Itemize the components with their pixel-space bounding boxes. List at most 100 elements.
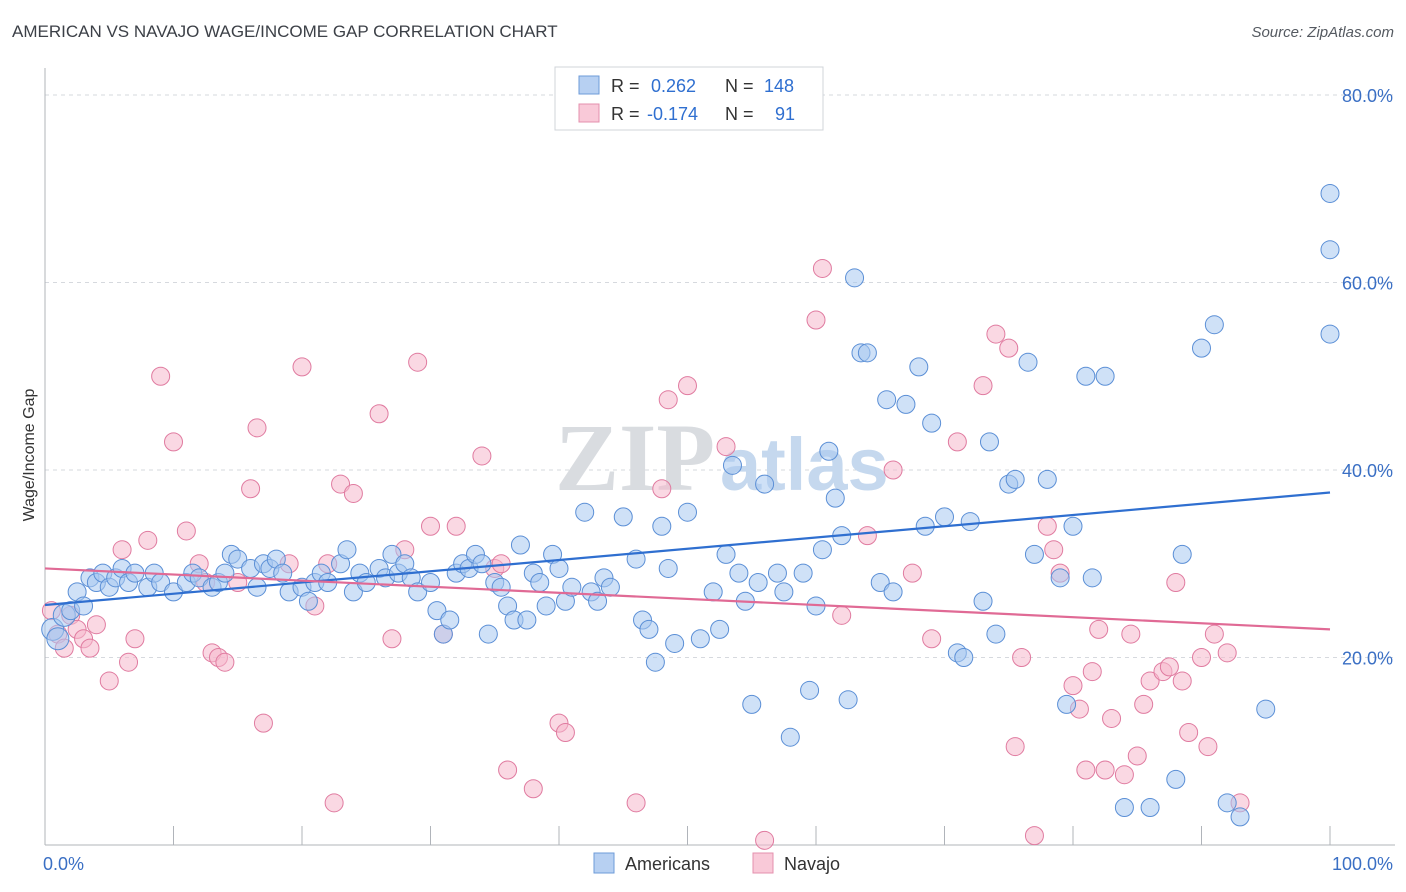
- legend-r-value-2: -0.174: [647, 104, 698, 124]
- americans-point: [755, 474, 775, 494]
- americans-point: [421, 573, 440, 592]
- navajo-point: [369, 404, 389, 424]
- americans-point: [472, 554, 492, 574]
- americans-point: [665, 633, 685, 653]
- navajo-point: [151, 366, 171, 386]
- navajo-point: [626, 793, 646, 813]
- navajo-point: [1159, 657, 1179, 677]
- navajo-point: [922, 629, 942, 649]
- navajo-point: [1082, 662, 1102, 682]
- americans-point: [575, 502, 595, 522]
- bottom-legend-swatch-navajo: [752, 852, 774, 874]
- watermark-zip: ZIP: [555, 404, 715, 511]
- navajo-point: [382, 629, 402, 649]
- watermark: ZIP atlas: [555, 404, 889, 511]
- navajo-point: [806, 310, 826, 330]
- americans-point: [954, 648, 974, 667]
- navajo-point: [857, 526, 877, 546]
- navajo-point: [1166, 573, 1186, 592]
- americans-point: [613, 507, 633, 527]
- americans-point: [812, 540, 832, 560]
- x-tick-label-max: 100.0%: [1332, 854, 1393, 874]
- navajo-point: [1217, 643, 1237, 663]
- navajo-point: [658, 390, 678, 410]
- navajo-point: [1114, 765, 1134, 785]
- navajo-point: [716, 437, 736, 457]
- americans-point: [909, 357, 929, 377]
- legend-n-value-2: 91: [775, 104, 795, 124]
- americans-point: [478, 624, 498, 644]
- navajo-point: [421, 516, 440, 536]
- bottom-legend-swatch-americans: [593, 852, 615, 874]
- americans-point: [1320, 183, 1340, 203]
- navajo-point: [1127, 746, 1147, 766]
- americans-point: [530, 573, 550, 592]
- navajo-point: [555, 723, 575, 742]
- americans-point: [845, 268, 865, 288]
- legend-swatch-navajo: [578, 103, 600, 123]
- americans-point: [1320, 324, 1340, 344]
- axes: [44, 68, 1395, 846]
- americans-point: [819, 441, 839, 461]
- americans-point: [298, 591, 318, 611]
- navajo-point: [678, 376, 697, 396]
- bottom-legend: Americans Navajo: [593, 852, 840, 874]
- navajo-point: [119, 652, 139, 672]
- americans-point: [780, 727, 800, 747]
- y-tick-label: 60.0%: [1342, 274, 1393, 294]
- americans-point: [722, 455, 742, 475]
- americans-point: [973, 591, 993, 611]
- americans-point: [1114, 798, 1134, 817]
- americans-point: [915, 516, 935, 536]
- navajo-point: [247, 418, 267, 438]
- americans-point: [588, 591, 608, 611]
- americans-point: [1057, 694, 1077, 714]
- trend-lines: [44, 491, 1331, 631]
- americans-point: [549, 558, 569, 578]
- americans-point: [427, 601, 447, 621]
- navajo-point: [523, 779, 543, 799]
- americans-point: [703, 582, 723, 602]
- americans-point: [710, 619, 730, 639]
- navajo-point: [1044, 540, 1064, 560]
- legend-r-value-1: 0.262: [651, 76, 696, 96]
- americans-point: [1320, 240, 1340, 260]
- y-tick-label: 80.0%: [1342, 86, 1393, 106]
- navajo-point: [832, 605, 852, 625]
- x-tick-label-min: 0.0%: [43, 854, 84, 874]
- americans-point: [600, 577, 620, 597]
- americans-trend-line: [44, 491, 1331, 607]
- navajo-point: [253, 713, 273, 733]
- x-tick-labels: 0.0% 100.0%: [43, 854, 1393, 874]
- americans-point: [1082, 568, 1102, 588]
- navajo-point: [1204, 624, 1224, 644]
- navajo-point: [86, 615, 106, 635]
- navajo-point: [446, 516, 466, 536]
- americans-points: [41, 183, 1340, 827]
- americans-point: [857, 343, 877, 363]
- navajo-point: [883, 460, 903, 480]
- navajo-point: [164, 432, 183, 452]
- americans-point: [1166, 769, 1186, 789]
- americans-point: [645, 652, 665, 672]
- americans-point: [1076, 366, 1096, 386]
- y-axis-label: Wage/Income Gap: [21, 389, 38, 522]
- navajo-point: [176, 521, 196, 541]
- navajo-point: [755, 830, 775, 850]
- americans-point: [986, 624, 1006, 644]
- americans-point: [1024, 544, 1044, 564]
- navajo-point: [902, 563, 922, 583]
- chart-title: AMERICAN VS NAVAJO WAGE/INCOME GAP CORRE…: [12, 22, 558, 41]
- bottom-legend-label-navajo: Navajo: [784, 854, 840, 874]
- americans-point: [440, 610, 460, 630]
- y-tick-label: 20.0%: [1342, 649, 1393, 669]
- americans-point: [729, 563, 749, 583]
- americans-point: [189, 568, 209, 588]
- navajo-point: [408, 352, 428, 372]
- navajo-point: [324, 793, 344, 813]
- americans-point: [215, 563, 235, 583]
- navajo-point: [1024, 826, 1044, 846]
- navajo-point: [1134, 694, 1154, 714]
- watermark-atlas: atlas: [720, 423, 889, 506]
